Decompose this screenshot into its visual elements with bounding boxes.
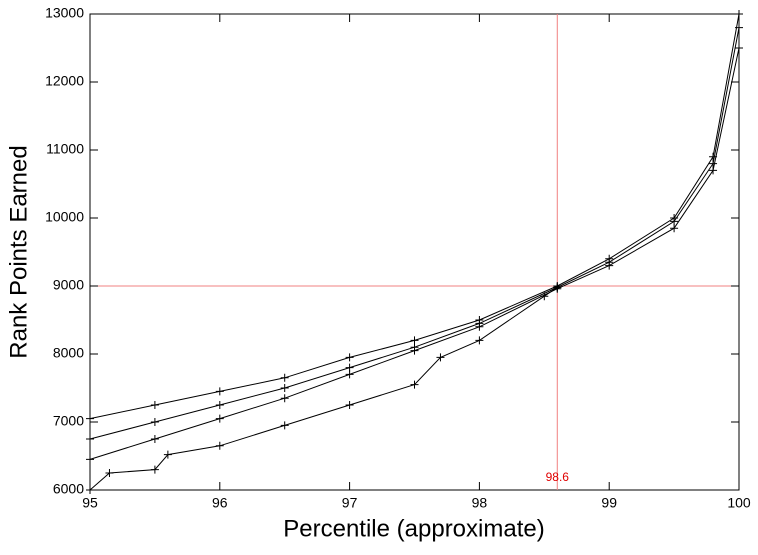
marker — [345, 363, 354, 372]
marker — [735, 10, 743, 18]
marker — [215, 414, 224, 423]
marker — [86, 455, 94, 464]
marker — [709, 159, 718, 168]
series-line — [89, 47, 740, 460]
marker — [163, 450, 172, 459]
marker — [280, 421, 289, 430]
marker — [150, 418, 159, 426]
marker — [410, 380, 419, 389]
marker — [215, 387, 224, 396]
marker — [86, 435, 94, 443]
marker — [475, 336, 484, 345]
x-tick-label: 100 — [727, 495, 751, 511]
y-tick-label: 9000 — [53, 277, 84, 293]
marker — [150, 401, 159, 409]
marker — [436, 353, 445, 362]
y-tick-label: 12000 — [45, 73, 84, 89]
marker — [670, 224, 679, 233]
marker — [150, 435, 159, 443]
marker — [280, 373, 289, 382]
x-tick-label: 96 — [212, 495, 228, 511]
x-tick-label: 97 — [342, 495, 358, 511]
series-line — [89, 286, 558, 491]
marker — [475, 322, 484, 331]
x-tick-label: 99 — [601, 495, 617, 511]
marker — [553, 283, 562, 292]
marker — [345, 370, 354, 379]
marker — [105, 469, 114, 477]
marker — [670, 217, 679, 226]
series-line — [89, 13, 740, 420]
y-axis-label: Rank Points Earned — [5, 145, 32, 358]
x-tick-label: 95 — [82, 495, 98, 511]
x-axis-label: Percentile (approximate) — [283, 515, 544, 542]
plot-frame — [89, 13, 740, 491]
marker — [410, 336, 419, 345]
marker — [410, 346, 419, 355]
reference-label: 98.6 — [546, 470, 570, 484]
y-tick-label: 8000 — [53, 345, 84, 361]
marker — [150, 465, 159, 474]
y-tick-label: 10000 — [45, 209, 84, 225]
marker — [345, 353, 354, 362]
marker — [215, 401, 224, 409]
marker — [280, 394, 289, 403]
y-tick-label: 6000 — [53, 481, 84, 497]
marker — [215, 441, 224, 450]
marker — [280, 384, 289, 392]
marker — [709, 166, 718, 175]
marker — [86, 486, 94, 494]
y-tick-label: 7000 — [53, 413, 84, 429]
marker — [86, 414, 94, 423]
y-tick-label: 13000 — [45, 5, 84, 21]
marker — [605, 261, 614, 270]
x-tick-label: 98 — [472, 495, 488, 511]
y-tick-label: 11000 — [46, 141, 84, 157]
marker — [735, 23, 743, 32]
marker — [540, 292, 549, 301]
marker — [345, 401, 354, 409]
series-line — [89, 27, 740, 440]
marker — [735, 44, 743, 52]
